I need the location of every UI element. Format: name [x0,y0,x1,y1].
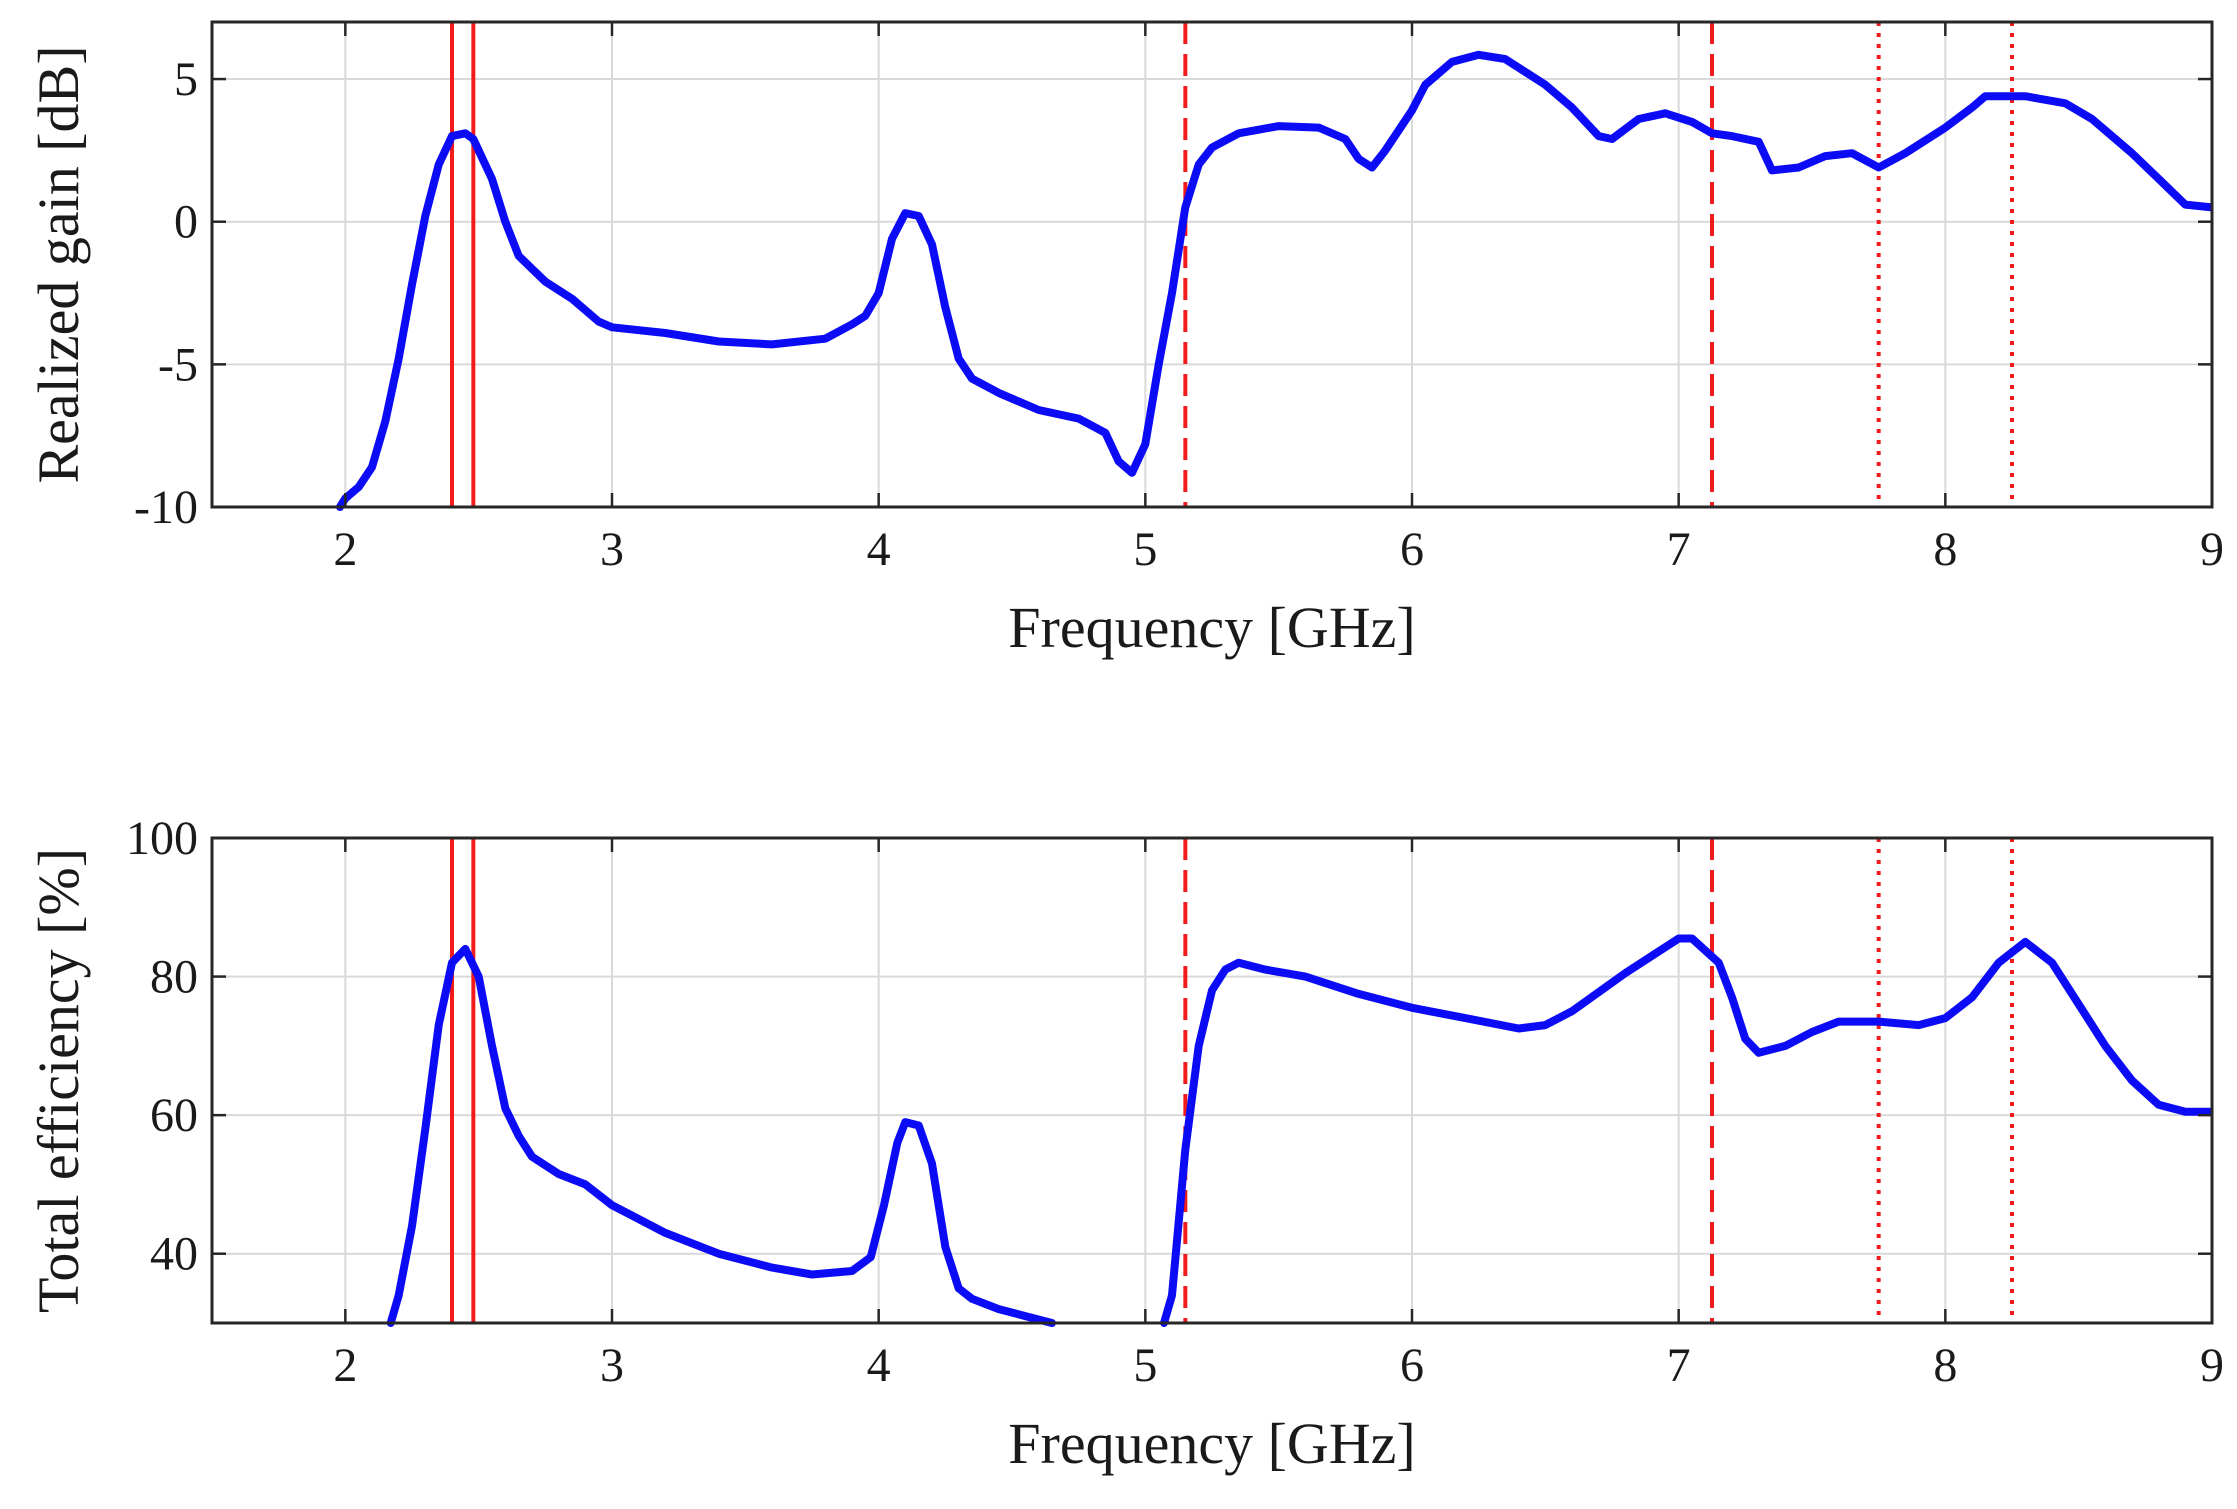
efficiency-xtick-label-3: 3 [600,1339,624,1392]
gain-axes-box [210,20,2214,509]
gain-ytick-label-5: 5 [174,53,198,106]
gain-plot: 2 3 4 5 6 7 8 9 -10 -5 0 5 Frequency [GHz] Realized… [26,20,2224,660]
gain-ticks: 2 3 4 5 6 7 8 9 -10 -5 0 5 [134,22,2224,576]
gain-ytick-label--5: -5 [158,338,198,391]
gain-xtick-label-8: 8 [1933,523,1957,576]
efficiency-grid [212,837,2213,1323]
gain-y-axis-label: Realized gain [dB] [26,45,91,483]
efficiency-x-axis-label: Frequency [GHz] [1008,1411,1415,1476]
gain-grid [212,22,2213,508]
efficiency-series-line-0-0 [386,944,1056,1327]
efficiency-axes-box [210,836,2214,1325]
gain-xtick-label-2: 2 [333,523,357,576]
efficiency-y-axis-label: Total efficiency [%] [26,848,91,1313]
efficiency-xtick-label-7: 7 [1667,1339,1691,1392]
gain-ytick-label-0: 0 [174,196,198,249]
efficiency-band-markers [450,838,2014,1323]
efficiency-xtick-label-5: 5 [1133,1339,1157,1392]
gain-xtick-label-7: 7 [1667,523,1691,576]
efficiency-series-line-0-1 [1160,934,2212,1327]
gain-series [336,50,2212,511]
gain-series-line-0-0 [336,50,2212,511]
efficiency-xtick-label-4: 4 [867,1339,891,1392]
efficiency-ytick-label-60: 60 [150,1089,198,1142]
gain-xtick-label-5: 5 [1133,523,1157,576]
efficiency-series [386,934,2212,1327]
gain-xtick-label-6: 6 [1400,523,1424,576]
gain-xtick-label-4: 4 [867,523,891,576]
efficiency-ytick-label-80: 80 [150,951,198,1004]
gain-ytick-label--10: -10 [134,481,198,534]
gain-xtick-label-9: 9 [2200,523,2224,576]
efficiency-xtick-label-9: 9 [2200,1339,2224,1392]
efficiency-xtick-label-6: 6 [1400,1339,1424,1392]
efficiency-ytick-label-100: 100 [126,812,198,865]
efficiency-plot: 2 3 4 5 6 7 8 9 40 60 80 100 Frequency [GHz] Total … [26,812,2224,1476]
efficiency-ytick-label-40: 40 [150,1228,198,1281]
efficiency-xtick-label-2: 2 [333,1339,357,1392]
efficiency-xtick-label-8: 8 [1933,1339,1957,1392]
gain-xtick-label-3: 3 [600,523,624,576]
efficiency-ticks: 2 3 4 5 6 7 8 9 40 60 80 100 [126,812,2224,1392]
gain-band-markers [450,22,2014,507]
gain-x-axis-label: Frequency [GHz] [1008,595,1415,660]
